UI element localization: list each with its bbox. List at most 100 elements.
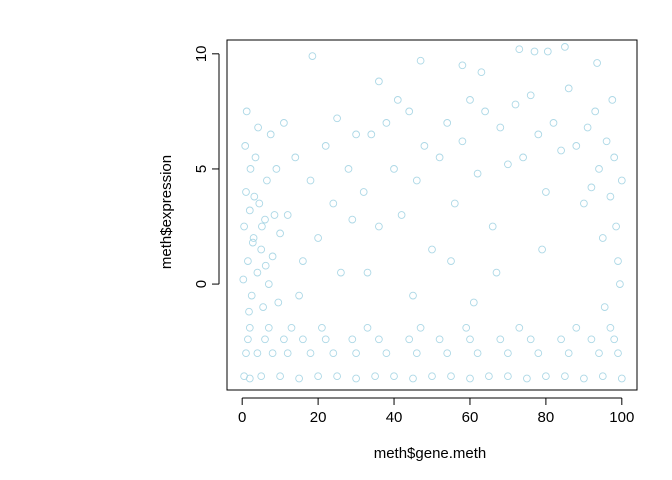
data-point-68: [249, 234, 258, 242]
data-point-163: [593, 59, 601, 67]
data-point-60: [515, 323, 524, 332]
data-point-26: [306, 349, 315, 358]
data-point-92: [239, 275, 248, 284]
data-point-110: [375, 222, 383, 231]
data-point-16: [523, 374, 531, 383]
data-point-33: [504, 349, 512, 358]
x-tick-label: 60: [462, 409, 479, 426]
data-point-120: [416, 56, 425, 65]
data-point-167: [612, 222, 620, 231]
data-point-6: [333, 372, 341, 381]
data-point-104: [280, 119, 288, 127]
data-point-115: [412, 176, 421, 185]
data-point-4: [295, 374, 303, 383]
data-point-85: [246, 165, 255, 173]
data-point-123: [435, 153, 444, 162]
data-point-42: [321, 335, 330, 344]
data-point-7: [352, 374, 360, 383]
data-point-94: [291, 153, 300, 162]
data-point-154: [587, 183, 596, 192]
data-point-46: [435, 335, 444, 344]
data-point-45: [405, 335, 414, 344]
data-point-44: [375, 335, 383, 344]
data-point-89: [261, 261, 270, 270]
data-point-34: [534, 349, 543, 358]
data-point-113: [397, 211, 406, 219]
data-point-90: [248, 238, 257, 247]
data-point-22: [242, 349, 250, 358]
data-point-51: [587, 335, 596, 344]
data-point-21: [617, 374, 626, 383]
data-point-23: [253, 349, 262, 358]
data-point-71: [255, 199, 264, 208]
data-point-164: [608, 96, 617, 104]
data-point-27: [329, 349, 338, 358]
data-point-38: [244, 335, 252, 344]
data-point-125: [450, 199, 459, 208]
data-point-59: [462, 323, 471, 332]
data-point-117: [428, 245, 436, 254]
y-tick-label: 10: [193, 45, 210, 62]
data-point-74: [261, 215, 269, 224]
data-point-98: [321, 142, 330, 150]
data-point-132: [504, 160, 512, 169]
data-point-54: [264, 323, 273, 332]
data-point-43: [348, 335, 357, 344]
data-point-53: [245, 323, 254, 332]
data-point-37: [614, 349, 622, 358]
data-point-2: [257, 372, 266, 381]
data-point-75: [263, 176, 271, 185]
data-point-137: [469, 298, 478, 307]
data-point-1: [245, 374, 254, 383]
data-point-130: [488, 222, 497, 231]
data-point-102: [352, 130, 360, 139]
data-point-145: [564, 84, 573, 93]
data-point-81: [274, 298, 283, 307]
data-point-52: [610, 335, 619, 344]
data-point-99: [329, 199, 338, 208]
data-point-80: [272, 165, 281, 173]
data-point-69: [251, 153, 260, 162]
data-point-11: [428, 372, 436, 381]
data-point-48: [496, 335, 505, 344]
data-point-86: [250, 192, 259, 201]
data-point-97: [314, 234, 322, 242]
data-point-91: [245, 307, 253, 316]
data-point-109: [367, 130, 376, 139]
data-point-128: [473, 169, 482, 178]
data-point-3: [276, 372, 284, 381]
data-point-87: [254, 123, 262, 132]
x-tick-label: 0: [238, 409, 246, 426]
data-point-49: [526, 335, 535, 344]
data-point-36: [595, 349, 603, 358]
data-point-138: [511, 100, 520, 109]
x-axis: 0 20 40 60 80 100: [238, 397, 634, 426]
data-point-78: [268, 252, 277, 261]
data-point-82: [276, 229, 284, 238]
data-point-17: [542, 372, 550, 381]
data-point-101: [344, 165, 353, 173]
x-tick-label: 40: [386, 409, 403, 426]
data-point-107: [348, 215, 357, 224]
data-point-8: [371, 372, 379, 381]
data-point-10: [409, 374, 417, 383]
data-point-124: [443, 119, 452, 127]
data-point-103: [308, 52, 317, 60]
data-point-149: [530, 47, 539, 56]
data-point-121: [363, 268, 372, 277]
data-point-35: [564, 349, 573, 358]
data-point-65: [244, 257, 252, 265]
data-point-139: [519, 153, 527, 162]
data-point-19: [580, 374, 588, 383]
x-tick-label: 100: [609, 409, 634, 426]
data-point-108: [359, 188, 368, 196]
data-point-96: [306, 176, 315, 185]
data-point-56: [318, 323, 326, 332]
data-point-14: [485, 372, 493, 381]
data-point-58: [416, 323, 425, 332]
data-point-13: [466, 374, 474, 383]
data-point-143: [549, 119, 558, 127]
data-point-93: [283, 211, 292, 219]
data-point-166: [616, 280, 624, 288]
